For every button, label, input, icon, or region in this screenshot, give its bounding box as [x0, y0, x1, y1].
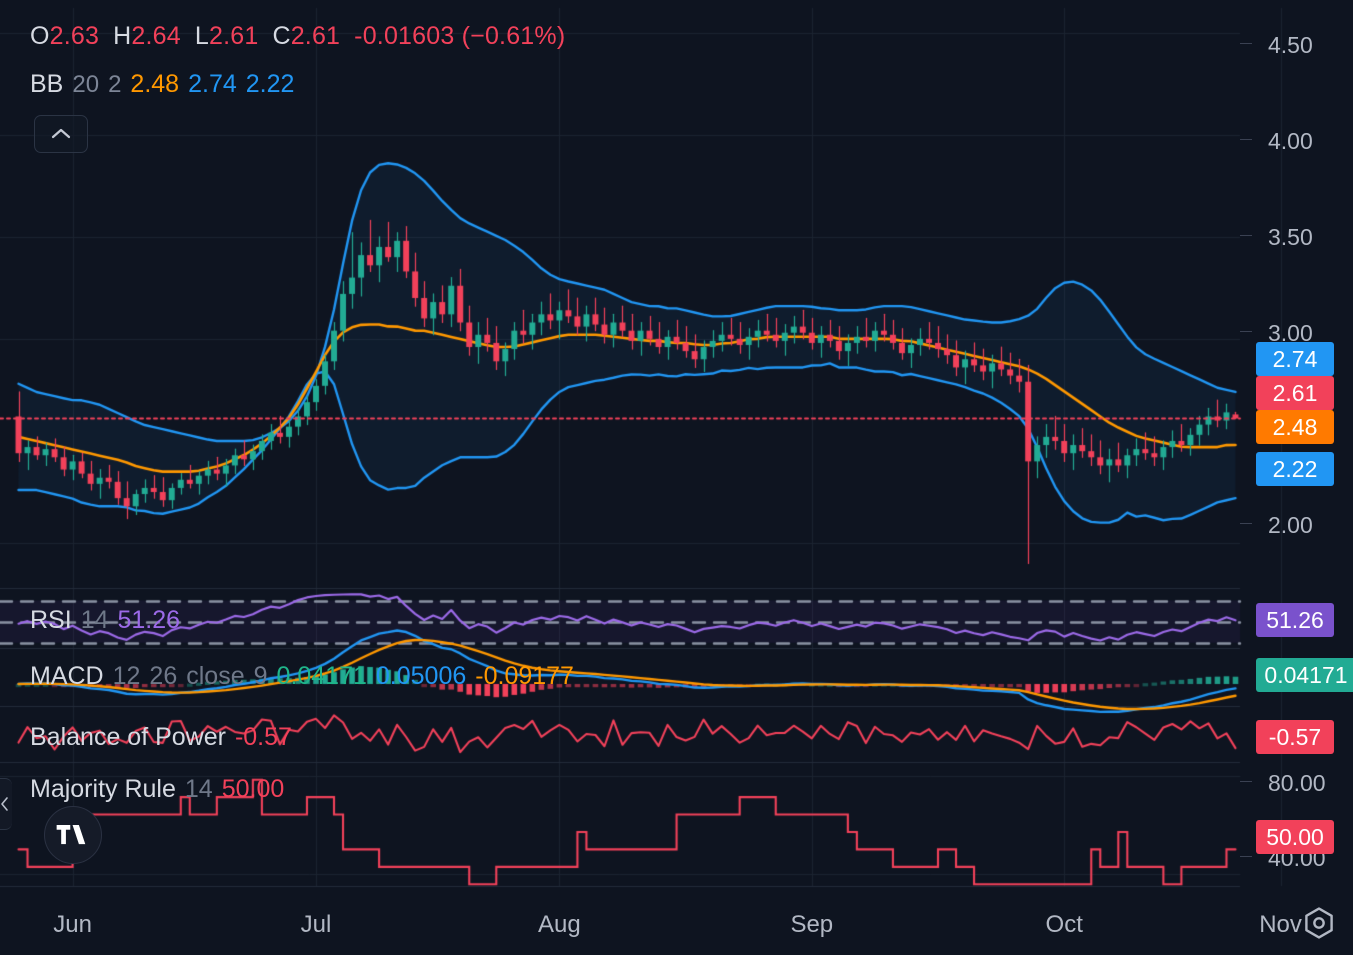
- price-axis-tick: 2.00: [1268, 512, 1313, 538]
- price-axis-tickmark: [1240, 43, 1252, 44]
- tradingview-logo-icon: [56, 825, 86, 845]
- time-axis-tick: Oct: [1045, 911, 1083, 938]
- last-price-badge[interactable]: 2.61: [1256, 376, 1334, 410]
- chevron-left-icon: [1, 797, 8, 811]
- bb-lower-badge[interactable]: 2.22: [1256, 452, 1334, 486]
- price-axis[interactable]: 4.50 4.00 3.50 3.00 2.00 80.00 40.00 2.74 2.61 2.…: [1240, 0, 1353, 955]
- price-axis-tickmark: [1240, 139, 1252, 140]
- indicator-axis-tickmark: [1240, 781, 1252, 782]
- time-axis-tick: Jul: [300, 911, 332, 938]
- left-panel-toggle-button[interactable]: [0, 778, 12, 830]
- settings-hexagon-icon[interactable]: [1301, 905, 1337, 941]
- time-axis-tick: Sep: [790, 911, 834, 938]
- time-axis[interactable]: Jun Jul Aug Sep Oct Nov: [0, 891, 1353, 955]
- indicator-axis-tickmark: [1240, 856, 1252, 857]
- indicator-axis-tick: 80.00: [1268, 770, 1326, 796]
- time-axis-tick: Aug: [538, 911, 581, 938]
- tradingview-logo[interactable]: [44, 806, 102, 864]
- chevron-up-icon: [51, 128, 71, 139]
- price-axis-tickmark: [1240, 235, 1252, 236]
- bb-upper-badge[interactable]: 2.74: [1256, 342, 1334, 376]
- price-axis-tick: 4.50: [1268, 32, 1313, 58]
- price-axis-tickmark: [1240, 331, 1252, 332]
- macd-badge[interactable]: 0.04171: [1256, 658, 1353, 692]
- price-axis-tick: 3.00: [1268, 320, 1313, 346]
- majority-rule-badge[interactable]: 50.00: [1256, 820, 1334, 854]
- bop-badge[interactable]: -0.57: [1256, 720, 1334, 754]
- collapse-pane-button[interactable]: [34, 115, 88, 153]
- bb-basis-badge[interactable]: 2.48: [1256, 410, 1334, 444]
- price-axis-tickmark: [1240, 523, 1252, 524]
- rsi-badge[interactable]: 51.26: [1256, 603, 1334, 637]
- price-axis-tick: 3.50: [1268, 224, 1313, 250]
- price-axis-tick: 4.00: [1268, 128, 1313, 154]
- time-axis-tick: Nov: [1259, 911, 1302, 938]
- time-axis-tick: Jun: [53, 911, 92, 938]
